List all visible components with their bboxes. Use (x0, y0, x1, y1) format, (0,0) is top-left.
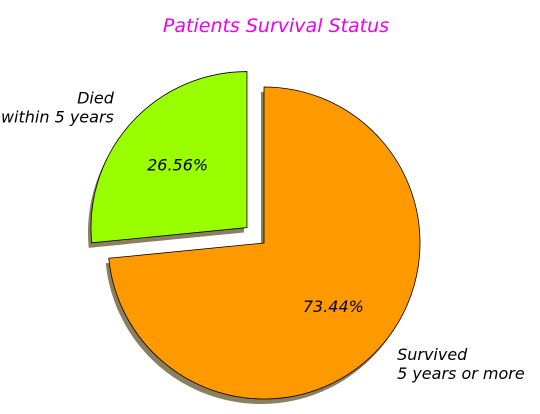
slice-label-survived: Survived 5 years or more (397, 345, 525, 383)
slice-label-died: Died within 5 years (1, 88, 115, 126)
pie-slice-died (90, 71, 248, 244)
chart-title: Patients Survival Status (163, 15, 389, 37)
pie-slice-survived (108, 86, 421, 400)
slice-label-line: Survived (397, 345, 468, 364)
slices (90, 71, 421, 400)
slice-label-line: 5 years or more (397, 364, 525, 383)
slice-label-line: Died (77, 88, 115, 107)
slice-percent-survived: 73.44% (303, 297, 364, 316)
slice-percent-died: 26.56% (147, 156, 208, 175)
slice-labels: Survived 5 years or more 73.44% Died within … (1, 88, 525, 383)
slice-label-line: within 5 years (1, 107, 114, 126)
